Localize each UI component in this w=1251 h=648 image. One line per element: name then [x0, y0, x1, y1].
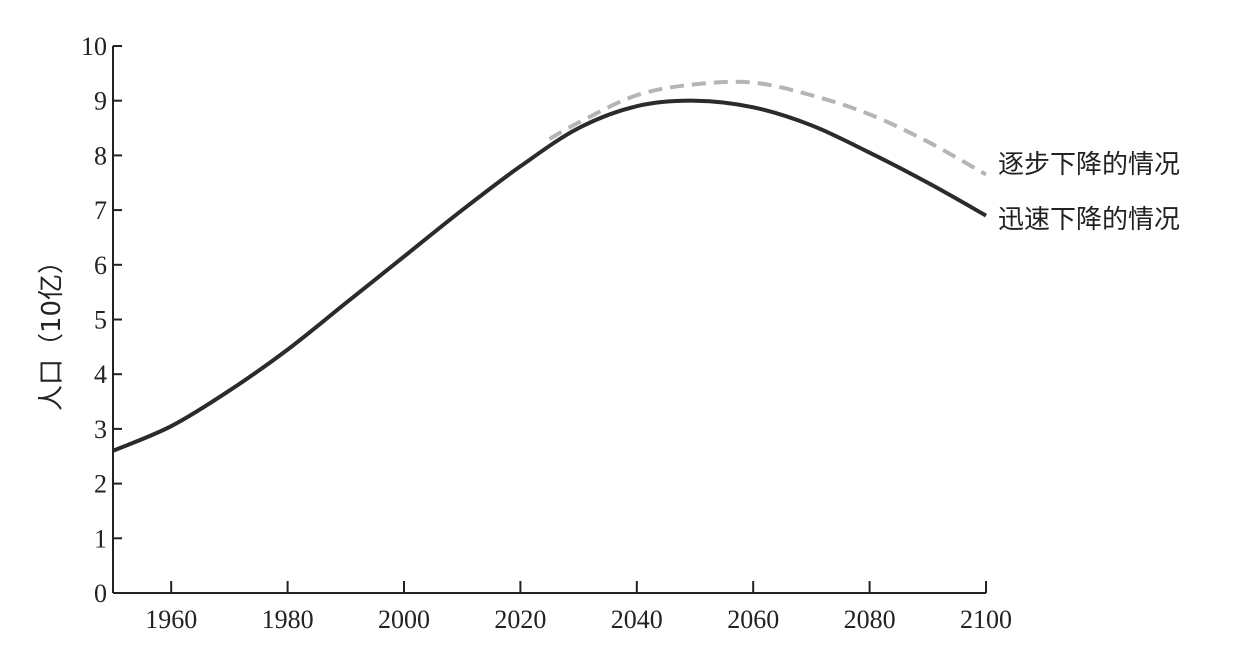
- y-tick-label: 6: [94, 251, 107, 280]
- x-tick-label: 2040: [611, 605, 663, 634]
- y-tick-label: 1: [94, 524, 107, 553]
- gradual-decline-line: [548, 79, 987, 177]
- y-tick-label: 2: [94, 470, 107, 499]
- x-tick-label: 2000: [378, 605, 430, 634]
- y-tick-label: 3: [94, 415, 107, 444]
- y-axis-title: 人口（10亿）: [37, 248, 67, 411]
- gradual-decline-label: 逐步下降的情况: [998, 150, 1180, 180]
- rapid-decline-label: 迅速下降的情况: [998, 205, 1180, 235]
- x-tick-label: 1960: [145, 605, 197, 634]
- rapid-decline-line: [112, 98, 987, 453]
- x-tick-label: 2020: [494, 605, 546, 634]
- y-tick-label: 5: [94, 306, 107, 335]
- y-tick-label: 10: [81, 32, 107, 61]
- x-tick-label: 2080: [844, 605, 896, 634]
- y-tick-label: 0: [94, 579, 107, 608]
- x-tick-label: 2100: [960, 605, 1012, 634]
- x-tick-label: 2060: [727, 605, 779, 634]
- y-tick-label: 8: [94, 141, 107, 170]
- y-tick-label: 4: [94, 360, 107, 389]
- series: [112, 79, 987, 453]
- ticks: 0 1 2 3 4 5 6 7 8 9 10 1960 1980 2000 2020 2040 2060 2080…: [81, 32, 1012, 634]
- axes: [112, 46, 986, 594]
- x-tick-label: 1980: [262, 605, 314, 634]
- y-tick-label: 9: [94, 87, 107, 116]
- y-tick-label: 7: [94, 196, 107, 225]
